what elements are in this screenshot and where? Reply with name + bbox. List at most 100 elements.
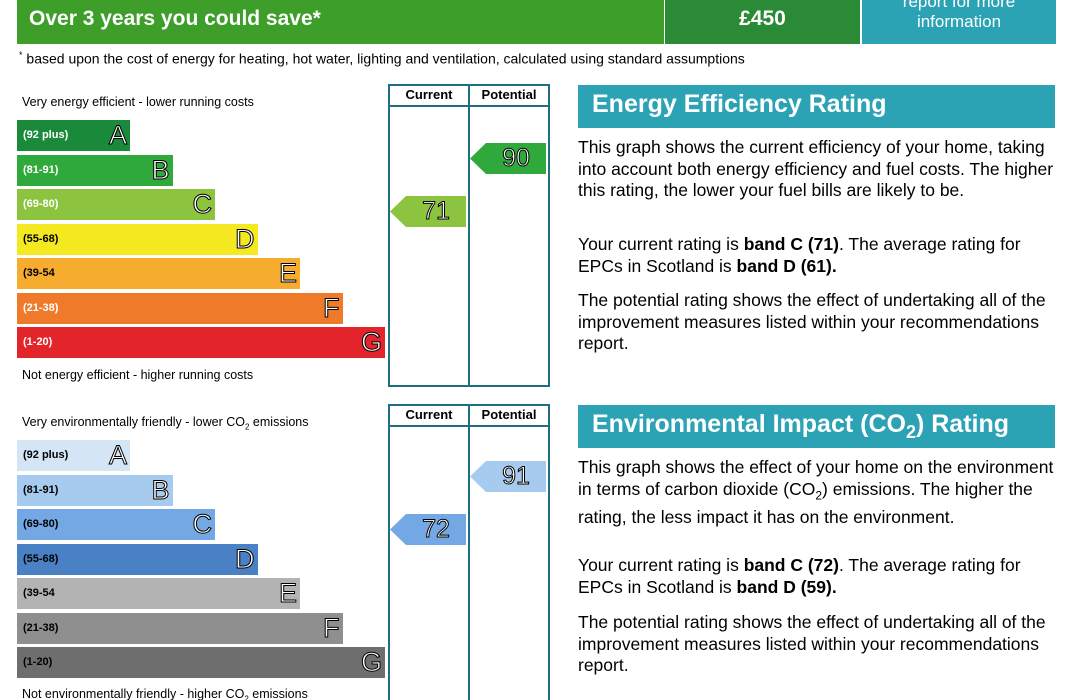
env-band-range: (21-38) bbox=[23, 621, 59, 634]
env-band-range: (81-91) bbox=[23, 483, 59, 496]
env-current-band: band C (72) bbox=[743, 555, 839, 575]
environmental-impact-chart: Very environmentally friendly - lower CO… bbox=[17, 404, 550, 700]
energy-band-range: (69-80) bbox=[23, 198, 59, 210]
env-potential-column bbox=[468, 404, 550, 700]
env-top-caption-post: emissions bbox=[249, 415, 309, 429]
energy-band-range: (55-68) bbox=[23, 232, 59, 245]
env-potential-rating-marker: 91 bbox=[470, 460, 546, 492]
energy-potential-column bbox=[468, 84, 550, 387]
env-band-letter: A bbox=[108, 440, 127, 471]
env-current-arrow bbox=[390, 513, 466, 545]
env-potential-rating-value: 91 bbox=[502, 461, 531, 490]
env-band-b: (81-91) B bbox=[17, 474, 173, 506]
footnote-marker: * bbox=[19, 50, 23, 60]
env-current-arrow-shape bbox=[390, 513, 466, 545]
env-current-header: Current bbox=[405, 407, 453, 422]
energy-header-divider bbox=[388, 105, 550, 107]
energy-band-a: (92 plus) A bbox=[17, 120, 130, 151]
energy-bottom-caption: Not energy efficient - higher running co… bbox=[22, 368, 254, 382]
env-para-2: Your current rating is band C (72). The … bbox=[578, 555, 1058, 598]
energy-current-arrow bbox=[390, 195, 466, 227]
energy-band-letter: E bbox=[278, 258, 297, 289]
env-band-range: (1-20) bbox=[23, 656, 53, 668]
env-band-letter: G bbox=[360, 647, 382, 678]
footnote: * based upon the cost of energy for heat… bbox=[19, 50, 745, 67]
energy-para-3: The potential rating shows the effect of… bbox=[578, 290, 1046, 353]
energy-average-band: band D (61). bbox=[736, 255, 837, 276]
energy-band-letter: D bbox=[235, 223, 255, 254]
energy-potential-arrow-shape bbox=[470, 143, 546, 175]
energy-band-letter: B bbox=[151, 154, 170, 185]
env-average-band: band D (59). bbox=[736, 576, 837, 597]
energy-para-2: Your current rating is band C (71). The … bbox=[578, 234, 1058, 277]
energy-band-range: (1-20) bbox=[23, 336, 53, 348]
energy-potential-header: Potential bbox=[481, 87, 537, 102]
energy-band-letter: G bbox=[360, 327, 382, 358]
env-para-1-pre: This graph shows the effect of your home… bbox=[578, 457, 1054, 499]
env-current-rating-marker: 72 bbox=[390, 513, 466, 545]
savings-banner-label: Over 3 years you could save* bbox=[17, 0, 664, 44]
energy-potential-rating-value: 90 bbox=[502, 144, 531, 173]
energy-current-band: band C (71) bbox=[743, 234, 839, 254]
env-band-e: (39-54 E bbox=[17, 578, 300, 609]
env-band-g: (1-20) G bbox=[17, 647, 385, 678]
energy-band-range: (81-91) bbox=[23, 163, 59, 176]
env-heading-sub: 2 bbox=[905, 422, 916, 442]
env-band-range: (92 plus) bbox=[23, 449, 69, 461]
env-top-caption-sub: 2 bbox=[245, 422, 250, 432]
env-band-a: (92 plus) A bbox=[17, 440, 130, 471]
env-header-divider bbox=[388, 425, 550, 427]
env-band-f: (21-38) F bbox=[17, 612, 343, 644]
energy-potential-rating-marker: 90 bbox=[470, 143, 546, 175]
energy-current-rating-value: 71 bbox=[422, 196, 451, 225]
env-top-caption-pre: Very environmentally friendly - lower CO bbox=[22, 415, 245, 429]
energy-band-range: (21-38) bbox=[23, 301, 59, 314]
env-band-letter: F bbox=[323, 612, 340, 643]
env-band-letter: D bbox=[235, 543, 255, 574]
energy-band-g: (1-20) G bbox=[17, 327, 385, 358]
env-heading-post: ) Rating bbox=[915, 410, 1010, 438]
env-bottom-caption: Not environmentally friendly - higher CO… bbox=[22, 687, 308, 700]
env-para-1-post: ) emissions. The higher the rating, the … bbox=[578, 478, 1033, 527]
energy-current-arrow-shape bbox=[390, 195, 466, 227]
energy-band-f: (21-38) F bbox=[17, 292, 343, 324]
env-potential-header: Potential bbox=[481, 407, 537, 422]
energy-band-letter: A bbox=[108, 120, 127, 151]
savings-amount: £450 bbox=[665, 0, 860, 44]
energy-band-b: (81-91) B bbox=[17, 154, 173, 186]
env-current-rating-value: 72 bbox=[422, 514, 451, 543]
env-band-letter: C bbox=[192, 509, 212, 540]
env-rating-heading: Environmental Impact (CO2) Rating bbox=[578, 405, 1055, 448]
env-para-2-mid: . The average rating for EPCs in Scotlan… bbox=[578, 555, 1021, 597]
energy-para-2-pre: Your current rating is bbox=[578, 234, 744, 254]
energy-band-letter: F bbox=[323, 292, 340, 323]
env-para-1-sub: 2 bbox=[815, 488, 823, 502]
energy-band-letter: C bbox=[192, 189, 212, 220]
env-para-1: This graph shows the effect of your home… bbox=[578, 457, 1058, 528]
energy-band-range: (92 plus) bbox=[23, 129, 69, 141]
energy-current-header: Current bbox=[405, 87, 453, 102]
report-link-line1: report for more bbox=[902, 0, 1016, 11]
footnote-text: based upon the cost of energy for heatin… bbox=[22, 50, 745, 67]
env-band-range: (55-68) bbox=[23, 552, 59, 565]
env-bottom-caption-pre: Not environmentally friendly - higher CO bbox=[22, 687, 245, 700]
energy-para-1: This graph shows the current efficiency … bbox=[578, 137, 1054, 200]
env-band-letter: B bbox=[151, 474, 170, 505]
energy-band-c: (69-80) C bbox=[17, 189, 215, 220]
energy-efficiency-chart: Very energy efficient - lower running co… bbox=[17, 84, 550, 388]
energy-current-rating-marker: 71 bbox=[390, 195, 466, 227]
env-band-letter: E bbox=[278, 578, 297, 609]
report-link-line2: information bbox=[916, 12, 1002, 31]
env-bottom-caption-sub: 2 bbox=[244, 694, 249, 700]
env-heading-pre: Environmental Impact (CO bbox=[592, 410, 906, 438]
env-para-2-pre: Your current rating is bbox=[578, 555, 744, 575]
env-band-range: (69-80) bbox=[23, 518, 59, 530]
energy-band-e: (39-54 E bbox=[17, 258, 300, 289]
env-potential-arrow-shape bbox=[470, 460, 546, 492]
energy-band-d: (55-68) D bbox=[17, 223, 258, 255]
env-band-d: (55-68) D bbox=[17, 543, 258, 575]
env-potential-arrow bbox=[470, 460, 546, 492]
report-link-button[interactable]: report for more information bbox=[862, 0, 1056, 44]
env-para-3: The potential rating shows the effect of… bbox=[578, 612, 1046, 675]
env-current-column bbox=[388, 404, 470, 700]
